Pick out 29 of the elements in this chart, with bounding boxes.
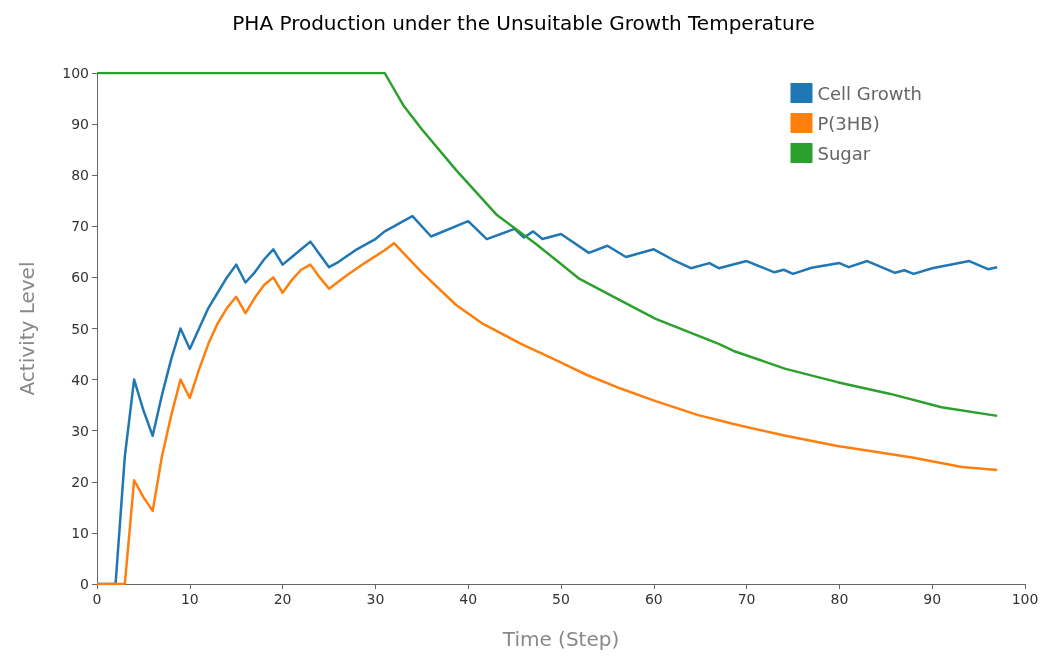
x-tick-label: 60 (644, 591, 663, 607)
x-tick-label: 100 (1011, 591, 1039, 607)
x-tick-label: 70 (737, 591, 756, 607)
x-tick-label: 0 (92, 591, 102, 607)
x-tick-label: 40 (459, 591, 478, 607)
legend-label: Sugar (817, 142, 871, 164)
x-axis-title: Time (Step) (501, 627, 620, 651)
legend-label: Cell Growth (817, 82, 923, 104)
y-tick-label: 90 (71, 116, 89, 133)
y-axis-title: Activity Level (15, 261, 39, 396)
y-tick-label: 30 (71, 422, 89, 439)
y-tick-label: 20 (71, 473, 89, 490)
y-tick-label: 0 (80, 576, 89, 592)
x-tick-label: 80 (830, 591, 849, 607)
x-tick-label: 20 (273, 591, 292, 607)
x-tick-label: 10 (180, 591, 199, 607)
y-tick-label: 100 (62, 65, 89, 81)
x-tick-label: 30 (366, 591, 385, 607)
line-series (95, 71, 999, 418)
y-tick-label: 80 (71, 167, 89, 184)
y-tick-label: 60 (71, 269, 89, 286)
chart-title: PHA Production under the Unsuitable Growth Temperature (232, 11, 815, 35)
legend-label: P(3HB) (817, 112, 880, 134)
y-tick-label: 40 (71, 371, 89, 388)
y-tick-label: 10 (71, 524, 89, 541)
x-tick-label: 90 (923, 591, 942, 607)
x-tick-label: 50 (552, 591, 570, 607)
y-tick-label: 50 (71, 320, 89, 337)
y-tick-label: 70 (71, 218, 89, 235)
